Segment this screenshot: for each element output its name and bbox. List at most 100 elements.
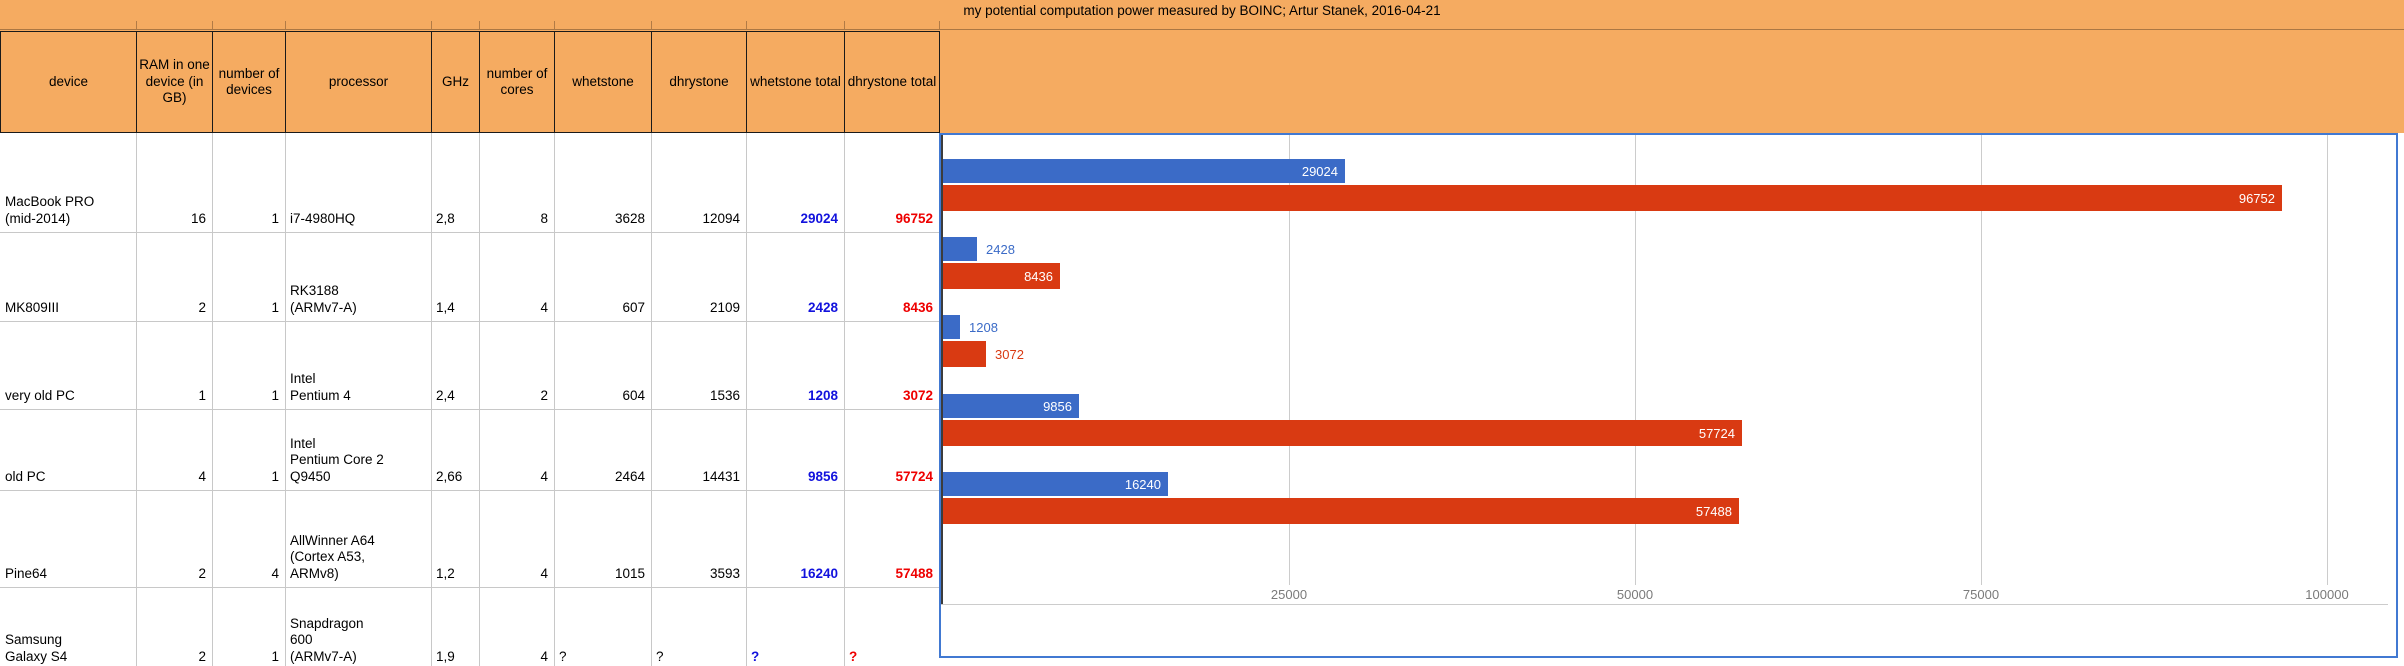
cell-r3-cores[interactable]: 2	[540, 387, 548, 403]
column-header-whetstone_total[interactable]: whetstone total	[746, 31, 845, 133]
cell-r6-device[interactable]: Samsung Galaxy S4	[5, 632, 68, 664]
cell-r5-dhrystone_total[interactable]: 57488	[895, 565, 933, 581]
bar-dhrystone-total-2[interactable]	[943, 263, 1060, 289]
cell-r5-devices[interactable]: 4	[271, 565, 279, 581]
cell-r4-whetstone[interactable]: 2464	[614, 468, 645, 484]
bar-whetstone-total-4[interactable]	[943, 394, 1079, 418]
bar-label-whetstone-total-5: 16240	[1124, 476, 1161, 492]
cell-r3-whetstone_total[interactable]: 1208	[807, 387, 838, 403]
cell-r4-ghz[interactable]: 2,66	[436, 468, 463, 484]
cell-r6-whetstone[interactable]: ?	[559, 648, 567, 664]
cell-r2-ghz[interactable]: 1,4	[436, 299, 455, 315]
chart-frame[interactable]: 25000 50000 75000 100000 29024 2428 1208 9856 16…	[939, 133, 2398, 658]
bar-whetstone-total-1[interactable]	[943, 159, 1345, 183]
column-gridline-stub	[844, 21, 845, 29]
cell-r3-devices[interactable]: 1	[271, 387, 279, 403]
cell-r6-processor[interactable]: Snapdragon 600 (ARMv7-A)	[290, 615, 364, 664]
bar-whetstone-total-5[interactable]	[943, 472, 1168, 496]
cell-r5-whetstone_total[interactable]: 16240	[800, 565, 838, 581]
cell-r5-dhrystone[interactable]: 3593	[709, 565, 740, 581]
cell-r1-cores[interactable]: 8	[540, 210, 548, 226]
column-header-dhrystone[interactable]: dhrystone	[651, 31, 747, 133]
cell-r4-whetstone_total[interactable]: 9856	[807, 468, 838, 484]
cell-r4-dhrystone_total[interactable]: 57724	[895, 468, 933, 484]
cell-r1-dhrystone[interactable]: 12094	[702, 210, 740, 226]
sheet-title: my potential computation power measured …	[963, 3, 1441, 18]
cell-r1-ghz[interactable]: 2,8	[436, 210, 455, 226]
cell-r5-processor[interactable]: AllWinner A64 (Cortex A53, ARMv8)	[290, 532, 375, 581]
bar-dhrystone-total-3[interactable]	[943, 341, 986, 367]
cell-r2-devices[interactable]: 1	[271, 299, 279, 315]
cell-r1-whetstone_total[interactable]: 29024	[800, 210, 838, 226]
bar-dhrystone-total-5[interactable]	[943, 498, 1739, 524]
cell-r1-whetstone[interactable]: 3628	[614, 210, 645, 226]
table-gridline-vertical	[746, 133, 747, 666]
column-header-cores[interactable]: number of cores	[479, 31, 555, 133]
cell-r4-cores[interactable]: 4	[540, 468, 548, 484]
column-header-ghz[interactable]: GHz	[431, 31, 480, 133]
cell-r5-ghz[interactable]: 1,2	[436, 565, 455, 581]
cell-r2-dhrystone[interactable]: 2109	[709, 299, 740, 315]
cell-r2-dhrystone_total[interactable]: 8436	[902, 299, 933, 315]
cell-r3-dhrystone_total[interactable]: 3072	[902, 387, 933, 403]
cell-r5-device[interactable]: Pine64	[5, 565, 48, 581]
cell-r6-whetstone_total[interactable]: ?	[751, 648, 760, 664]
cell-r6-devices[interactable]: 1	[271, 648, 279, 664]
bar-dhrystone-total-1[interactable]	[943, 185, 2282, 211]
cell-r1-ram[interactable]: 16	[190, 210, 206, 226]
table-gridline-horizontal	[0, 490, 939, 491]
cell-r2-whetstone[interactable]: 607	[622, 299, 645, 315]
cell-r5-cores[interactable]: 4	[540, 565, 548, 581]
cell-r1-device[interactable]: MacBook PRO (mid-2014)	[5, 194, 95, 226]
bar-whetstone-total-2[interactable]	[943, 237, 977, 261]
cell-r2-ram[interactable]: 2	[198, 299, 206, 315]
cell-r2-cores[interactable]: 4	[540, 299, 548, 315]
cell-r3-whetstone[interactable]: 604	[622, 387, 645, 403]
bar-label-dhrystone-total-2: 8436	[1024, 268, 1053, 284]
cell-r3-dhrystone[interactable]: 1536	[709, 387, 740, 403]
table-gridline-vertical	[844, 133, 845, 666]
cell-r3-device[interactable]: very old PC	[5, 387, 75, 403]
table-gridline-horizontal	[0, 409, 939, 410]
cell-r6-cores[interactable]: 4	[540, 648, 548, 664]
bar-label-dhrystone-total-1: 96752	[2238, 190, 2275, 206]
table-gridline-vertical	[212, 133, 213, 666]
cell-r4-ram[interactable]: 4	[198, 468, 206, 484]
cell-r6-dhrystone[interactable]: ?	[656, 648, 664, 664]
cell-r3-ghz[interactable]: 2,4	[436, 387, 455, 403]
cell-r6-dhrystone_total[interactable]: ?	[849, 648, 858, 664]
cell-r2-processor[interactable]: RK3188 (ARMv7-A)	[290, 283, 357, 315]
column-header-device[interactable]: device	[0, 31, 137, 133]
table-gridline-vertical	[479, 133, 480, 666]
cell-r4-dhrystone[interactable]: 14431	[702, 468, 740, 484]
column-header-dhrystone_total[interactable]: dhrystone total	[844, 31, 940, 133]
cell-r4-device[interactable]: old PC	[5, 468, 46, 484]
cell-r2-whetstone_total[interactable]: 2428	[807, 299, 838, 315]
table-gridline-vertical	[285, 133, 286, 666]
column-header-processor[interactable]: processor	[285, 31, 432, 133]
chart-gridline	[1981, 135, 1982, 585]
cell-r3-processor[interactable]: Intel Pentium 4	[290, 371, 351, 403]
column-gridline-stub	[746, 21, 747, 29]
column-header-ram[interactable]: RAM in one device (in GB)	[136, 31, 213, 133]
axis-tick-label: 75000	[1962, 587, 2000, 602]
column-header-whetstone[interactable]: whetstone	[554, 31, 652, 133]
column-header-devices[interactable]: number of devices	[212, 31, 286, 133]
bar-dhrystone-total-4[interactable]	[943, 420, 1742, 446]
cell-r4-processor[interactable]: Intel Pentium Core 2 Q9450	[290, 435, 384, 484]
cell-r5-ram[interactable]: 2	[198, 565, 206, 581]
chart-category-axis-line	[941, 135, 943, 604]
cell-r4-devices[interactable]: 1	[271, 468, 279, 484]
cell-r1-devices[interactable]: 1	[271, 210, 279, 226]
cell-r2-device[interactable]: MK809III	[5, 299, 60, 315]
table-gridline-horizontal	[0, 587, 939, 588]
cell-r1-dhrystone_total[interactable]: 96752	[895, 210, 933, 226]
chart-gridline	[1289, 135, 1290, 585]
cell-r6-ghz[interactable]: 1,9	[436, 648, 455, 664]
cell-r3-ram[interactable]: 1	[198, 387, 206, 403]
bar-whetstone-total-3[interactable]	[943, 315, 960, 339]
cell-r6-ram[interactable]: 2	[198, 648, 206, 664]
cell-r5-whetstone[interactable]: 1015	[614, 565, 645, 581]
column-gridline-stub	[479, 21, 480, 29]
cell-r1-processor[interactable]: i7-4980HQ	[290, 210, 356, 226]
